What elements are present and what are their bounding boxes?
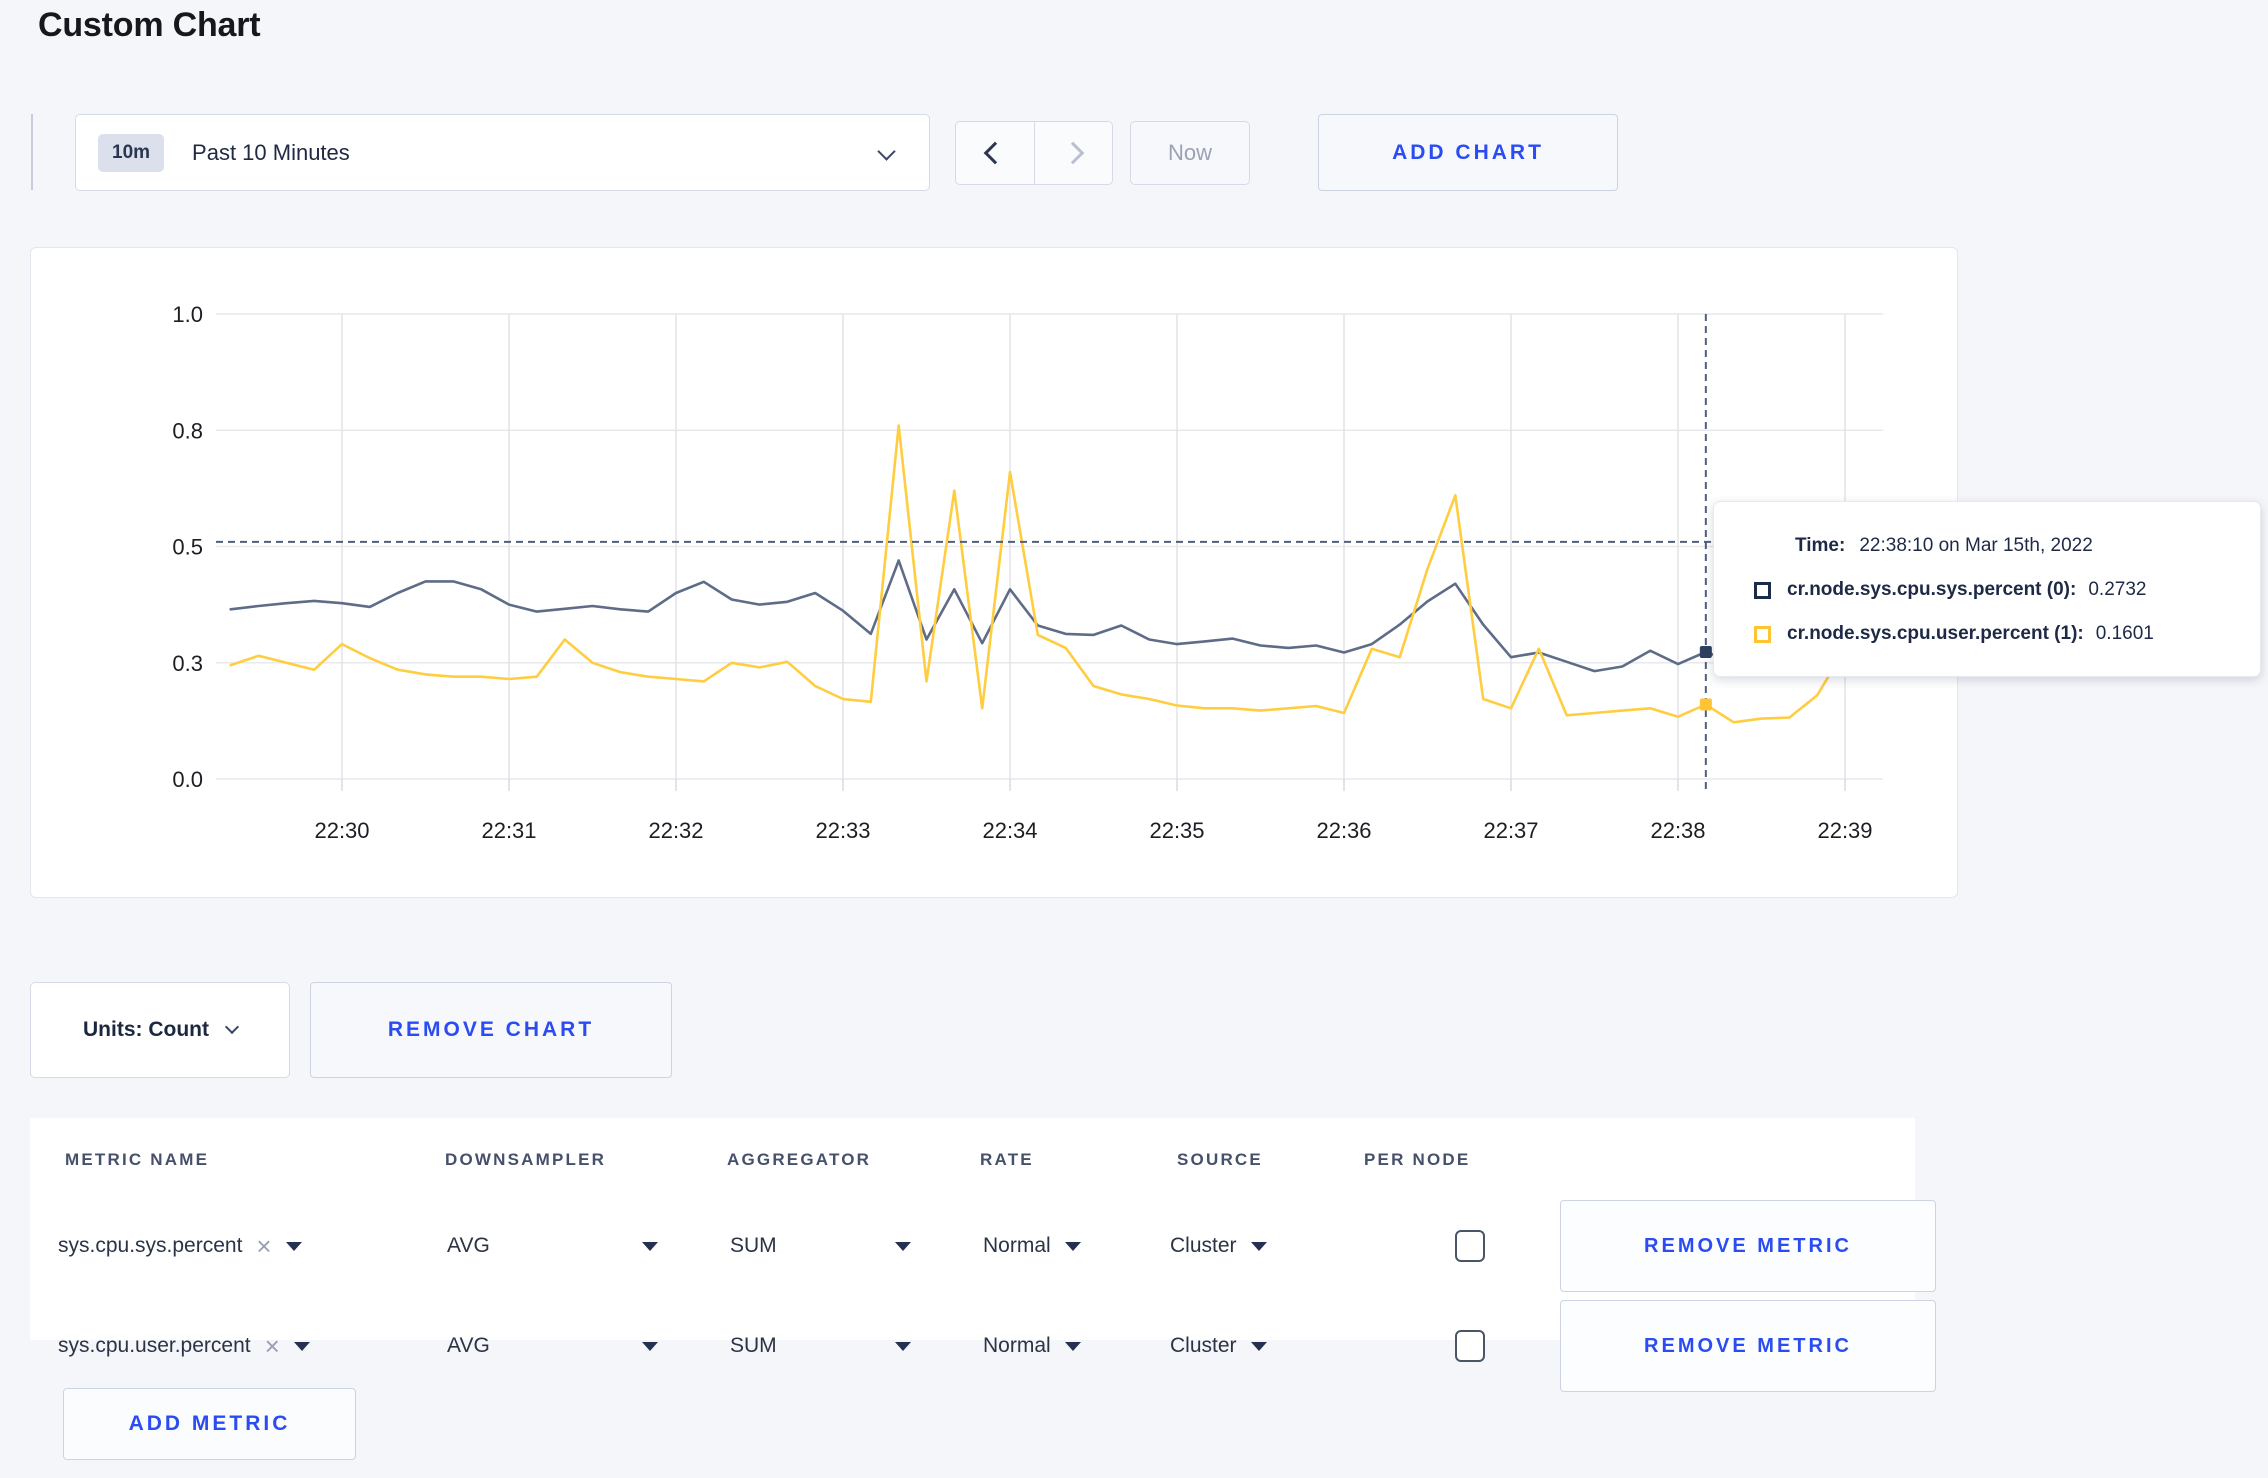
add-chart-button[interactable]: ADD CHART (1318, 114, 1618, 191)
user-series-swatch-icon (1754, 625, 1771, 643)
x-axis-tick-label: 22:35 (1149, 818, 1204, 843)
rate-select[interactable]: Normal (983, 1334, 1081, 1358)
caret-down-icon (641, 1341, 658, 1351)
x-axis-tick-label: 22:32 (648, 818, 703, 843)
next-time-button[interactable] (1035, 122, 1113, 184)
time-nav-group (955, 121, 1113, 185)
user-percent-line (229, 424, 1875, 724)
caret-down-icon[interactable] (293, 1341, 310, 1351)
x-axis-tick-label: 22:39 (1817, 818, 1872, 843)
metric-name-value: sys.cpu.user.percent (58, 1334, 251, 1357)
col-header-aggregator: AGGREGATOR (727, 1150, 872, 1169)
add-metric-button[interactable]: ADD METRIC (63, 1388, 356, 1460)
rate-select[interactable]: Normal (983, 1234, 1081, 1258)
remove-metric-button[interactable]: REMOVE METRIC (1560, 1300, 1936, 1392)
time-range-dropdown[interactable]: 10m Past 10 Minutes (75, 114, 930, 191)
tooltip-time-label: Time: (1795, 535, 1846, 556)
aggregator-value: SUM (730, 1334, 777, 1357)
toolbar-divider (31, 114, 33, 190)
metric-name-value: sys.cpu.sys.percent (58, 1234, 243, 1257)
col-header-source: SOURCE (1177, 1150, 1263, 1169)
caret-down-icon (894, 1241, 911, 1251)
chevron-down-icon (224, 1019, 240, 1035)
now-button[interactable]: Now (1130, 121, 1250, 185)
chevron-left-icon (983, 141, 1007, 165)
rate-value: Normal (983, 1234, 1051, 1257)
metrics-table: METRIC NAME DOWNSAMPLER AGGREGATOR RATE … (30, 1118, 1936, 1392)
x-axis-tick-label: 22:33 (815, 818, 870, 843)
y-axis-tick-label: 1.0 (172, 302, 203, 327)
y-axis-tick-label: 0.3 (172, 651, 203, 676)
source-select[interactable]: Cluster (1170, 1234, 1267, 1258)
metric-row: sys.cpu.user.percent × AVG SUM Normal Cl… (30, 1296, 1936, 1396)
tooltip-metric-value: 0.1601 (2095, 623, 2154, 644)
caret-down-icon (894, 1341, 911, 1351)
caret-down-icon (1250, 1241, 1267, 1251)
chart-tooltip: Time: 22:38:10 on Mar 15th, 2022 cr.node… (1713, 501, 2261, 677)
user-hover-point (1699, 698, 1712, 711)
timeseries-chart[interactable]: 1.0 0.8 0.5 0.3 0.0 22:30 22:31 22:32 22:33 22:34… (31, 248, 1957, 897)
y-axis-tick-label: 0.0 (172, 767, 203, 792)
tooltip-time-value: 22:38:10 on Mar 15th, 2022 (1859, 535, 2093, 556)
chart-card: 1.0 0.8 0.5 0.3 0.0 22:30 22:31 22:32 22:33 22:34… (30, 247, 2261, 898)
downsampler-select[interactable]: AVG (447, 1234, 658, 1258)
prev-time-button[interactable] (956, 122, 1035, 184)
x-axis-tick-label: 22:31 (481, 818, 536, 843)
col-header-per-node: PER NODE (1364, 1150, 1471, 1169)
aggregator-select[interactable]: SUM (730, 1234, 911, 1258)
downsampler-value: AVG (447, 1234, 490, 1257)
aggregator-value: SUM (730, 1234, 777, 1257)
chevron-right-icon (1061, 141, 1085, 165)
chevron-down-icon (877, 142, 896, 161)
col-header-downsampler: DOWNSAMPLER (445, 1150, 607, 1169)
col-header-rate: RATE (980, 1150, 1034, 1169)
time-range-badge: 10m (98, 133, 165, 172)
page-title: Custom Chart (38, 6, 261, 44)
tooltip-series-row: cr.node.sys.cpu.sys.percent (0): 0.2732 (1754, 568, 2260, 612)
sys-hover-point (1699, 645, 1712, 658)
caret-down-icon (1250, 1341, 1267, 1351)
source-select[interactable]: Cluster (1170, 1334, 1267, 1358)
x-axis-tick-label: 22:36 (1316, 818, 1371, 843)
x-axis-tick-label: 22:38 (1650, 818, 1705, 843)
metric-name-select[interactable]: sys.cpu.user.percent × (58, 1333, 310, 1359)
sys-percent-line (229, 559, 1875, 673)
time-range-label: Past 10 Minutes (192, 139, 350, 165)
aggregator-select[interactable]: SUM (730, 1334, 911, 1358)
units-dropdown[interactable]: Units: Count (30, 982, 290, 1078)
y-axis-tick-label: 0.5 (172, 535, 203, 560)
caret-down-icon (1064, 1341, 1081, 1351)
source-value: Cluster (1170, 1234, 1237, 1257)
caret-down-icon (641, 1241, 658, 1251)
tooltip-time-row: Time: 22:38:10 on Mar 15th, 2022 (1754, 524, 2260, 568)
clear-metric-icon[interactable]: × (256, 1231, 272, 1261)
per-node-checkbox[interactable] (1455, 1330, 1485, 1362)
metric-row: sys.cpu.sys.percent × AVG SUM Normal Clu… (30, 1196, 1936, 1296)
tooltip-metric-value: 0.2732 (2088, 579, 2147, 600)
tooltip-series-row: cr.node.sys.cpu.user.percent (1): 0.1601 (1754, 612, 2260, 656)
caret-down-icon[interactable] (285, 1241, 302, 1251)
x-axis-tick-label: 22:37 (1483, 818, 1538, 843)
remove-metric-button[interactable]: REMOVE METRIC (1560, 1200, 1936, 1292)
downsampler-value: AVG (447, 1334, 490, 1357)
units-label: Units: Count (83, 1018, 209, 1041)
clear-metric-icon[interactable]: × (264, 1331, 280, 1361)
tooltip-metric-label: cr.node.sys.cpu.user.percent (1): (1787, 623, 2084, 644)
sys-series-swatch-icon (1754, 581, 1771, 599)
downsampler-select[interactable]: AVG (447, 1334, 658, 1358)
tooltip-metric-label: cr.node.sys.cpu.sys.percent (0): (1787, 579, 2077, 600)
x-axis-tick-label: 22:30 (314, 818, 369, 843)
metric-name-select[interactable]: sys.cpu.sys.percent × (58, 1233, 302, 1259)
source-value: Cluster (1170, 1334, 1237, 1357)
caret-down-icon (1064, 1241, 1081, 1251)
col-header-metric-name: METRIC NAME (65, 1150, 210, 1169)
remove-chart-button[interactable]: REMOVE CHART (310, 982, 672, 1078)
per-node-checkbox[interactable] (1455, 1230, 1485, 1262)
x-axis-tick-label: 22:34 (982, 818, 1037, 843)
rate-value: Normal (983, 1334, 1051, 1357)
y-axis-tick-label: 0.8 (172, 418, 203, 443)
